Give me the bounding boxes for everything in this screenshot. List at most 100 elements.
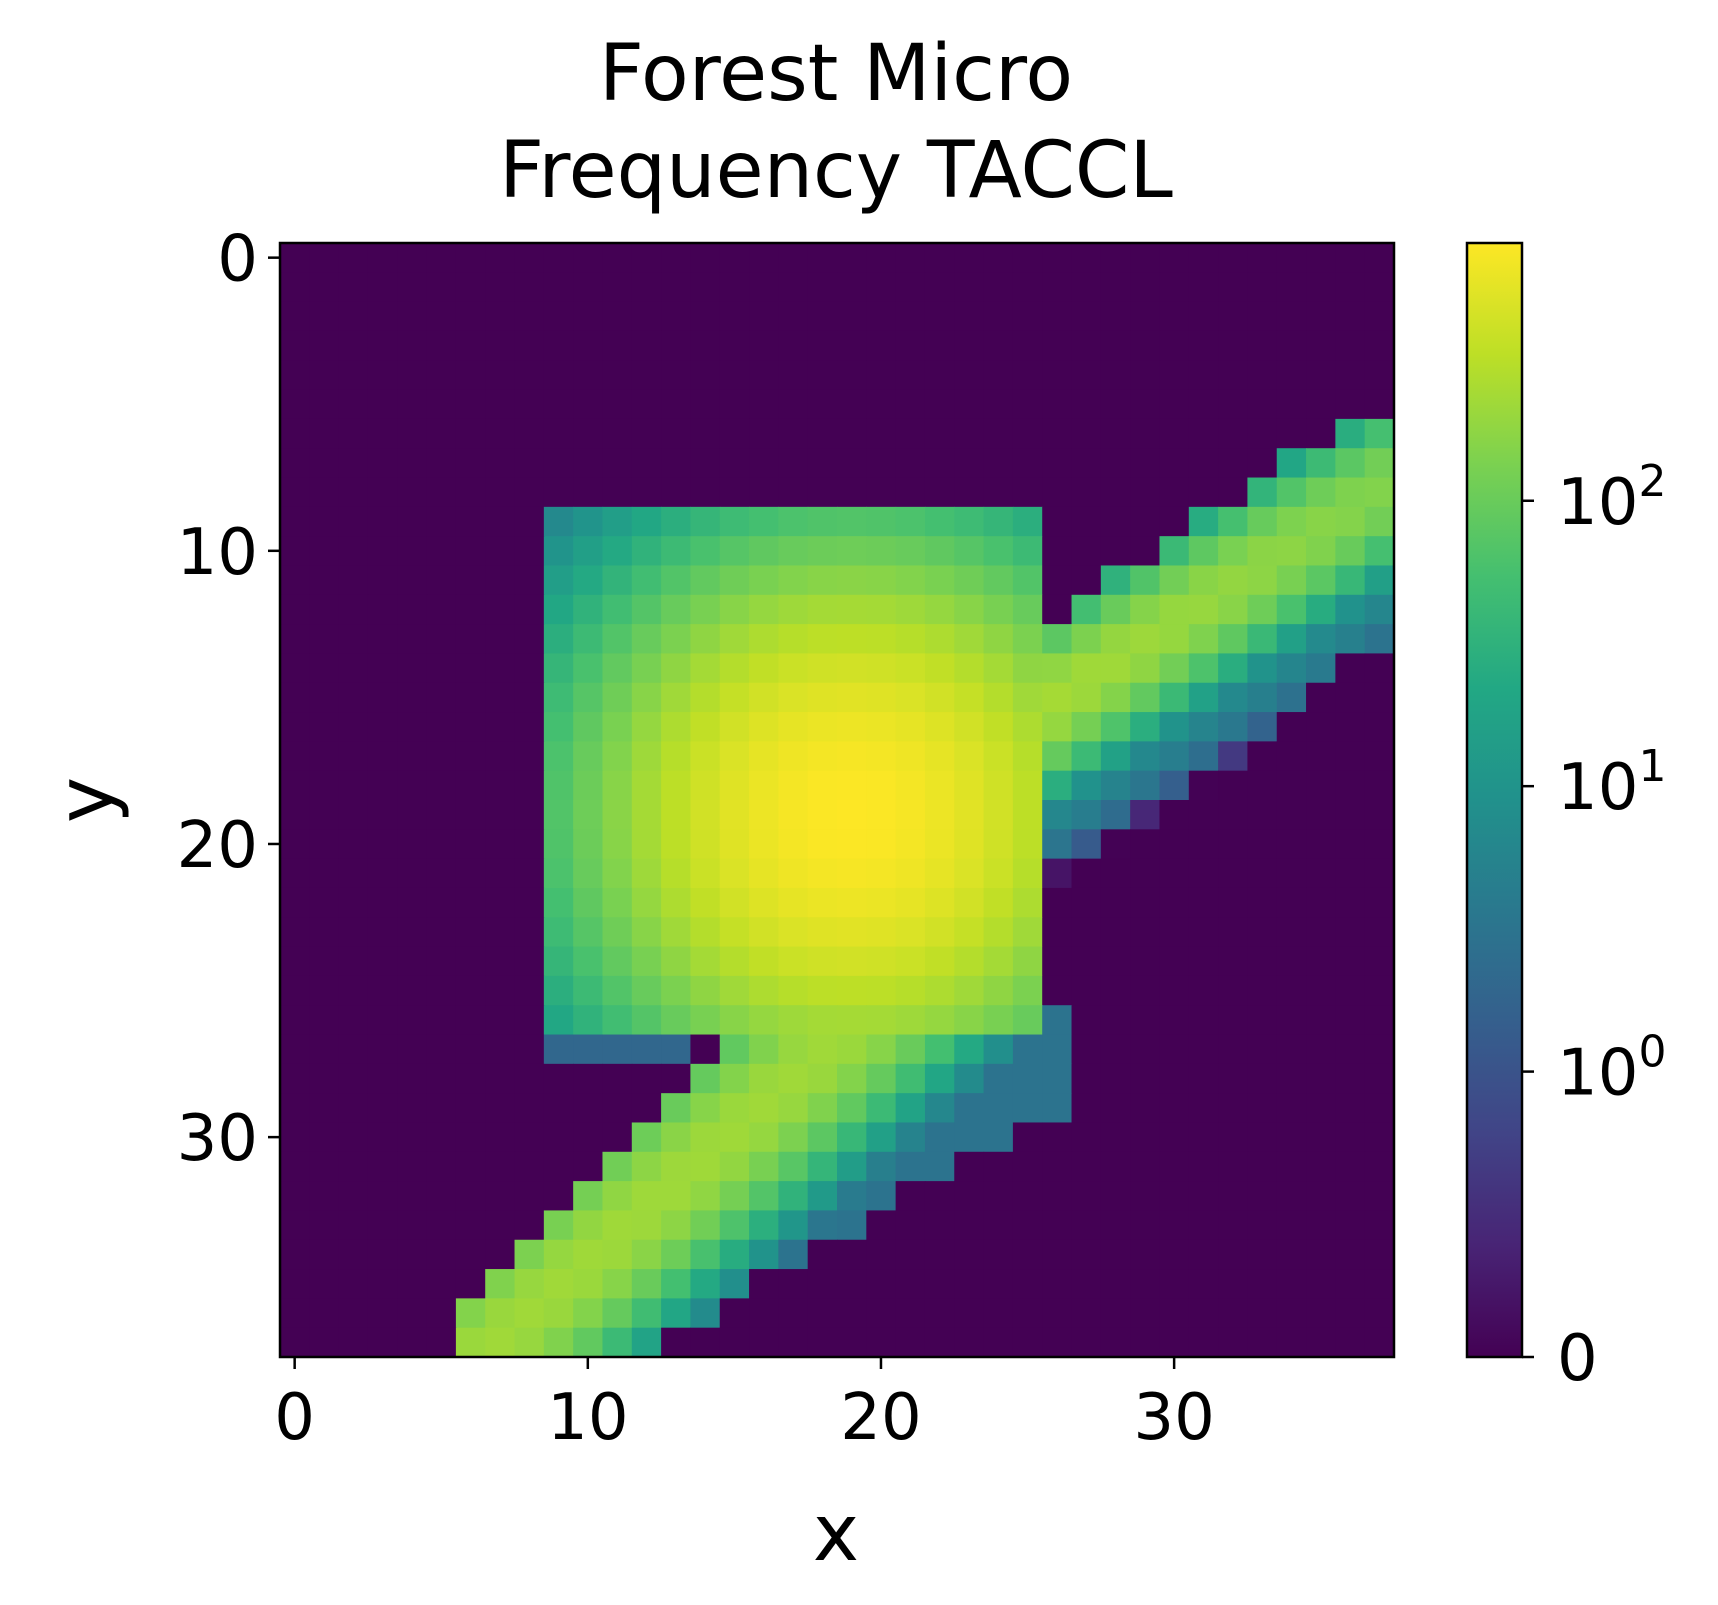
heatmap-cell: [631, 829, 662, 860]
heatmap-cell: [309, 418, 340, 449]
heatmap-cell: [661, 301, 692, 332]
heatmap-cell: [924, 829, 955, 860]
heatmap-cell: [837, 712, 867, 742]
heatmap-cell: [837, 829, 867, 860]
heatmap-cell: [1306, 946, 1336, 977]
heatmap-cell: [1188, 1269, 1219, 1299]
heatmap-cell: [837, 975, 867, 1006]
heatmap-cell: [426, 330, 457, 361]
heatmap-cell: [1071, 770, 1102, 801]
heatmap-cell: [1130, 1063, 1161, 1094]
heatmap-cell: [837, 1181, 867, 1212]
heatmap-cell: [1218, 1063, 1249, 1094]
heatmap-cell: [690, 1063, 721, 1094]
heatmap-cell: [485, 1210, 516, 1241]
heatmap-cell: [1042, 1327, 1073, 1358]
heatmap-cell: [1306, 301, 1336, 332]
heatmap-cell: [1159, 1063, 1190, 1094]
heatmap-cell: [367, 1210, 398, 1241]
heatmap-cell: [749, 1181, 779, 1212]
heatmap-cell: [1042, 1063, 1073, 1094]
heatmap-cell: [1276, 1034, 1307, 1065]
heatmap-cell: [1130, 1239, 1161, 1270]
heatmap-cell: [631, 770, 662, 801]
heatmap-cell: [1335, 536, 1366, 567]
heatmap-cell: [455, 418, 486, 449]
heatmap-cell: [807, 624, 838, 655]
heatmap-cell: [1130, 1005, 1161, 1036]
heatmap-cell: [778, 1122, 809, 1153]
heatmap-cell: [1012, 975, 1043, 1006]
heatmap-cell: [807, 1239, 838, 1270]
heatmap-cell: [631, 682, 662, 713]
heatmap-cell: [1247, 594, 1278, 625]
heatmap-cell: [426, 565, 457, 596]
heatmap-cell: [1100, 946, 1131, 977]
heatmap-cell: [631, 1298, 662, 1329]
heatmap-cell: [367, 800, 398, 830]
heatmap-cell: [397, 1181, 428, 1212]
heatmap-cell: [1364, 887, 1395, 918]
heatmap-cell: [895, 946, 926, 977]
heatmap-cell: [1071, 624, 1102, 655]
heatmap-cell: [1188, 418, 1219, 449]
heatmap-cell: [837, 858, 867, 889]
heatmap-cell: [1071, 1151, 1102, 1182]
heatmap-cell: [1276, 243, 1307, 273]
heatmap-cell: [895, 360, 926, 391]
heatmap-cell: [1012, 858, 1043, 889]
heatmap-cell: [631, 653, 662, 684]
heatmap-cell: [367, 448, 398, 479]
heatmap-cell: [367, 360, 398, 391]
heatmap-cell: [719, 1063, 750, 1094]
heatmap-cell: [280, 1005, 310, 1036]
heatmap-cell: [1188, 1063, 1219, 1094]
heatmap-cell: [573, 946, 604, 977]
heatmap-cell: [866, 477, 897, 508]
heatmap-cell: [837, 917, 867, 948]
heatmap-cell: [1100, 800, 1131, 830]
heatmap-cell: [983, 418, 1014, 449]
heatmap-cell: [1100, 272, 1131, 303]
heatmap-cell: [1276, 741, 1307, 772]
heatmap-cell: [661, 506, 692, 537]
heatmap-cell: [1071, 741, 1102, 772]
heatmap-cell: [924, 594, 955, 625]
heatmap-cell: [485, 800, 516, 830]
heatmap-cell: [1247, 1269, 1278, 1299]
heatmap-cell: [837, 741, 867, 772]
heatmap-cell: [1012, 653, 1043, 684]
heatmap-cell: [1012, 1005, 1043, 1036]
heatmap-cell: [514, 1005, 545, 1036]
heatmap-cell: [309, 1005, 340, 1036]
heatmap-cell: [719, 800, 750, 830]
heatmap-cell: [485, 1093, 516, 1124]
heatmap-cell: [1276, 946, 1307, 977]
heatmap-cell: [455, 389, 486, 420]
heatmap-cell: [866, 360, 897, 391]
heatmap-cell: [397, 1063, 428, 1094]
heatmap-cell: [573, 1269, 604, 1299]
heatmap-cell: [1130, 272, 1161, 303]
heatmap-cell: [807, 1181, 838, 1212]
heatmap-cell: [543, 272, 574, 303]
heatmap-cell: [1276, 272, 1307, 303]
heatmap-cell: [983, 1327, 1014, 1358]
heatmap-cell: [661, 1122, 692, 1153]
heatmap-cell: [1247, 448, 1278, 479]
heatmap-cell: [1012, 741, 1043, 772]
heatmap-cell: [573, 829, 604, 860]
heatmap-cell: [895, 1298, 926, 1329]
heatmap-cell: [1364, 418, 1395, 449]
heatmap-cell: [866, 946, 897, 977]
heatmap-cell: [543, 360, 574, 391]
heatmap-cell: [455, 741, 486, 772]
heatmap-cell: [1335, 418, 1366, 449]
heatmap-cell: [602, 975, 633, 1006]
heatmap-cell: [807, 243, 838, 273]
heatmap-cell: [1012, 829, 1043, 860]
heatmap-cell: [1159, 770, 1190, 801]
heatmap-cell: [719, 389, 750, 420]
heatmap-cell: [837, 1151, 867, 1182]
heatmap-cell: [1159, 712, 1190, 742]
